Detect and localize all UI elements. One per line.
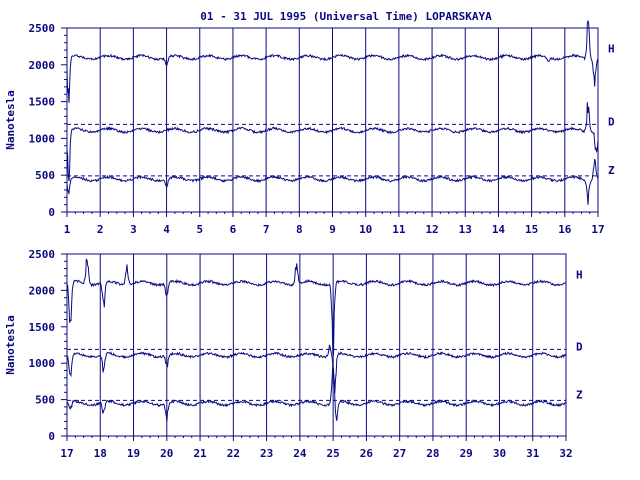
- y-tick-label: 1500: [29, 321, 56, 334]
- top-panel: 1 2 3 4 5 6 7 8 9 10 11 12 13 14 15 16 17050010001500200…: [4, 20, 615, 236]
- x-tick-label: 6: [230, 223, 237, 236]
- x-tick-label: 9: [329, 223, 336, 236]
- y-tick-label: 1000: [29, 357, 56, 370]
- series-label-D: D: [608, 115, 615, 128]
- series-line-D: [66, 102, 599, 182]
- x-tick-label: 30: [493, 447, 506, 460]
- x-tick-label: 7: [263, 223, 270, 236]
- y-tick-label: 1500: [29, 96, 56, 109]
- x-tick-label: 4: [163, 223, 170, 236]
- y-axis-label: Nanotesla: [4, 90, 17, 150]
- x-tick-label: 24: [293, 447, 307, 460]
- series-label-H: H: [608, 43, 615, 56]
- x-tick-label: 5: [196, 223, 203, 236]
- y-tick-label: 500: [35, 394, 55, 407]
- x-tick-label: 31: [526, 447, 540, 460]
- y-tick-label: 2000: [29, 284, 56, 297]
- y-tick-label: 500: [35, 169, 55, 182]
- x-tick-label: 18: [94, 447, 107, 460]
- series-line-D: [66, 344, 567, 394]
- x-tick-label: 32: [559, 447, 572, 460]
- x-tick-label: 21: [193, 447, 207, 460]
- x-tick-label: 3: [130, 223, 137, 236]
- x-tick-label: 22: [227, 447, 240, 460]
- series-line-H: [66, 258, 567, 357]
- x-tick-label: 25: [327, 447, 340, 460]
- series-line-Z: [66, 158, 599, 205]
- x-tick-label: 29: [460, 447, 473, 460]
- x-tick-label: 17: [60, 447, 73, 460]
- x-tick-label: 26: [360, 447, 374, 460]
- x-tick-label: 2: [97, 223, 104, 236]
- x-tick-label: 20: [160, 447, 173, 460]
- y-tick-label: 0: [48, 206, 55, 219]
- series-label-Z: Z: [576, 389, 583, 402]
- y-tick-label: 2500: [29, 22, 56, 35]
- series-label-Z: Z: [608, 164, 615, 177]
- y-tick-label: 2500: [29, 248, 56, 261]
- series-label-D: D: [576, 340, 583, 353]
- series-line-H: [66, 20, 599, 103]
- x-tick-label: 23: [260, 447, 273, 460]
- y-tick-label: 2000: [29, 59, 56, 72]
- y-tick-label: 1000: [29, 132, 56, 145]
- x-tick-label: 28: [426, 447, 439, 460]
- bottom-panel: 17 18 19 20 21 22 23 24 25 26 27 28 29 30 31 32 0 500 1000…: [4, 248, 583, 460]
- x-tick-label: 16: [558, 223, 572, 236]
- y-axis-label: Nanotesla: [4, 315, 17, 375]
- x-tick-label: 11: [392, 223, 406, 236]
- x-tick-label: 15: [525, 223, 538, 236]
- x-tick-label: 8: [296, 223, 303, 236]
- series-label-H: H: [576, 268, 583, 281]
- x-tick-label: 1: [64, 223, 71, 236]
- x-tick-label: 13: [459, 223, 472, 236]
- x-tick-label: 17: [591, 223, 604, 236]
- y-tick-label: 0: [48, 430, 55, 443]
- chart-title: 01 - 31 JUL 1995 (Universal Time) LOPARS…: [200, 10, 492, 23]
- x-tick-label: 19: [127, 447, 140, 460]
- x-tick-label: 27: [393, 447, 406, 460]
- x-tick-label: 10: [359, 223, 372, 236]
- x-tick-label: 14: [492, 223, 506, 236]
- x-tick-label: 12: [425, 223, 438, 236]
- series-line-Z: [67, 363, 567, 422]
